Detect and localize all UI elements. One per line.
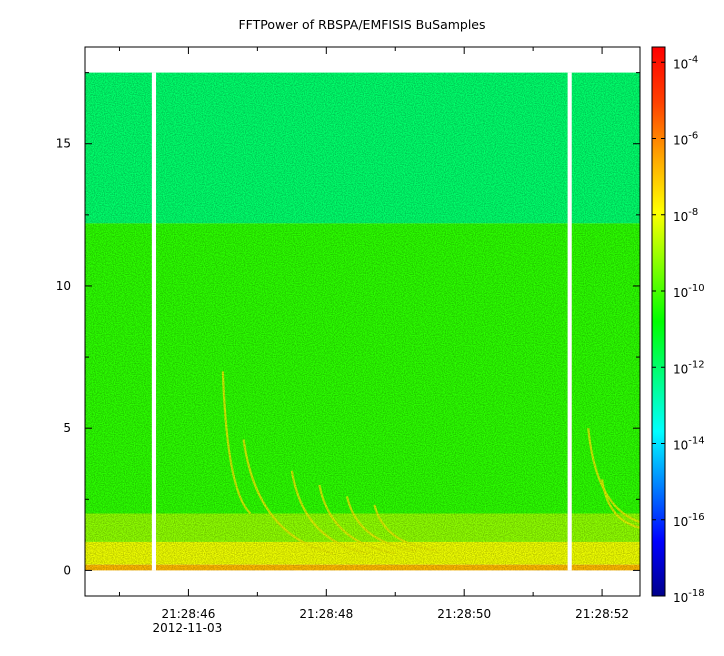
colorbar-tick-label: 10-10 [673, 283, 705, 300]
colorbar-tick-label: 10-6 [673, 131, 698, 148]
chart-title: FFTPower of RBSPA/EMFISIS BuSamples [238, 17, 486, 32]
colorbar-tick-label: 10-4 [673, 54, 698, 71]
y-tick-label: 0 [63, 563, 71, 577]
colorbar-tick-label: 10-18 [673, 588, 705, 605]
data-gap [567, 72, 572, 571]
y-tick-label: 10 [56, 279, 71, 293]
data-gap [151, 72, 157, 571]
y-axis: 0 5 10 15 [56, 72, 640, 577]
x-axis: 21:28:46 21:28:48 21:28:50 21:28:52 2012-11-… [118, 47, 629, 635]
y-tick-label: 5 [63, 421, 71, 435]
colorbar-tick-label: 10-8 [673, 207, 698, 224]
speckle-noise [85, 72, 640, 571]
x-tick-label: 21:28:46 [161, 607, 215, 621]
x-tick-label: 21:28:48 [299, 607, 353, 621]
colorbar-tick-label: 10-14 [673, 436, 705, 453]
colorbar-tick-label: 10-16 [673, 512, 705, 529]
x-date-label: 2012-11-03 [153, 621, 223, 635]
x-tick-label: 21:28:50 [437, 607, 491, 621]
colorbar-gradient [651, 46, 666, 597]
plot-area [85, 72, 640, 571]
x-tick-label: 21:28:52 [575, 607, 629, 621]
plot-frame [84, 46, 641, 597]
colorbar: 10-4 10-6 10-8 10-10 10-12 10-14 10-16 10-18 [651, 46, 705, 605]
colorbar-tick-label: 10-12 [673, 359, 705, 376]
y-tick-label: 15 [56, 137, 71, 151]
